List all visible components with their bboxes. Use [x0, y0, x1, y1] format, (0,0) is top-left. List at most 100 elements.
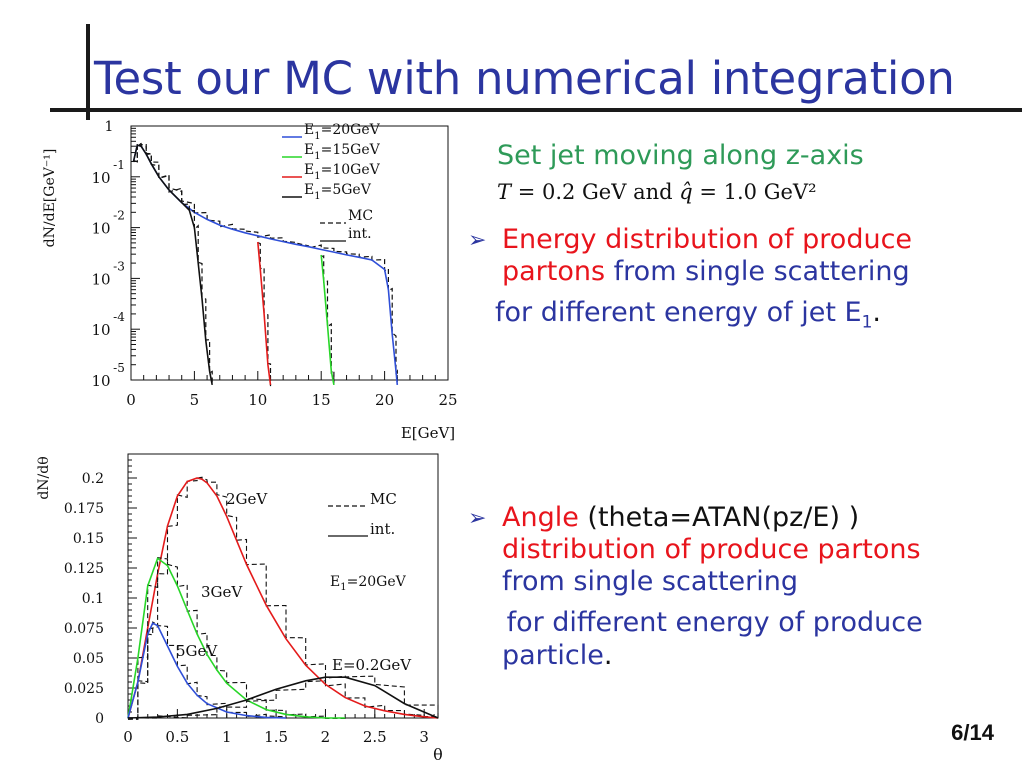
y-tick-label: 0.1 [82, 591, 104, 607]
formula-q-value: = 1.0 GeV² [692, 180, 817, 204]
bullet-arrow-icon: ➢ [468, 506, 487, 531]
formula-t-symbol: T [497, 180, 512, 204]
bullet-angle-blue-c: from single scattering [502, 566, 799, 597]
formula-q-symbol: q̂ [679, 180, 693, 204]
x-tick-label: 15 [312, 391, 331, 409]
y-tick-label: 0.2 [82, 471, 104, 487]
x-axis-title: θ [433, 745, 443, 764]
page-number: 6/14 [951, 720, 994, 745]
int-series-line [127, 622, 287, 719]
bullet-angle-blue-e: particle [502, 640, 604, 671]
y-tick-label: 0.175 [64, 501, 104, 517]
legend-entry: E1=15GeV [304, 142, 381, 162]
mc-series-line [321, 255, 335, 385]
curve-label: E=0.2GeV [332, 656, 412, 674]
x-tick-label: 10 [248, 391, 267, 409]
bullet-angle-line-3: from single scattering [502, 566, 798, 598]
x-axis-title: E[GeV] [401, 424, 455, 442]
y-tick-exponent: -4 [113, 310, 125, 324]
legend-style-label: MC [370, 490, 397, 508]
y-tick-label: 0.125 [64, 561, 104, 577]
y-axis-title: dN/dθ [36, 456, 52, 499]
x-tick-label: 2 [321, 728, 331, 746]
legend-entry: E1=10GeV [304, 162, 381, 182]
int-series-line [127, 477, 439, 719]
energy-annotation: E1=20GeV [330, 574, 407, 593]
bullet-angle-red-a: Angle [502, 502, 579, 533]
bullet-energy-red-a: Energy distribution of produce [502, 224, 913, 255]
bullet-angle-line-1: Angle (theta=ATAN(pz/E) ) [502, 502, 859, 534]
x-tick-label: 0.5 [165, 728, 189, 746]
curve-label: 3GeV [201, 583, 243, 601]
mc-series-line [127, 476, 439, 720]
y-tick-label: 0.025 [64, 681, 104, 697]
bullet-energy-line-1: Energy distribution of produce [502, 224, 912, 256]
y-tick-base: 10 [91, 270, 110, 288]
bullet-energy-line-2: partons from single scattering [502, 256, 910, 288]
legend-style-label: MC [348, 208, 373, 224]
mc-series-line [127, 675, 439, 719]
bullet-energy-blue-b: from single scattering [605, 256, 910, 287]
x-tick-label: 5 [190, 391, 200, 409]
x-tick-label: 1 [222, 728, 232, 746]
legend-entry: E1=20GeV [304, 122, 381, 142]
y-tick-label: 0.05 [73, 651, 104, 667]
y-tick-exponent: -5 [113, 361, 125, 375]
bullet-angle-line-2: distribution of produce partons [502, 534, 921, 566]
legend-style-label: int. [348, 226, 372, 242]
y-tick-label: 1 [105, 119, 114, 135]
y-tick-base: 10 [91, 220, 110, 238]
int-series-line [127, 676, 439, 719]
mc-series-line [133, 142, 398, 385]
bullet-energy-subscript: 1 [861, 312, 873, 333]
bullet-angle-line-5: particle. [502, 640, 612, 672]
int-series-line [257, 241, 272, 386]
mc-series-line [133, 142, 213, 384]
x-tick-label: 20 [375, 391, 394, 409]
y-tick-label: 0 [95, 711, 104, 727]
x-tick-label: 0 [126, 391, 136, 409]
y-tick-exponent: -2 [113, 209, 125, 223]
y-tick-label: 0.075 [64, 621, 104, 637]
y-tick-base: 10 [91, 169, 110, 187]
bullet-energy-line-3: for different energy of jet E1. [495, 297, 881, 338]
mc-series-line [127, 556, 346, 720]
bullet-energy-blue-c: for different energy of jet E [495, 297, 862, 328]
x-tick-label: 25 [438, 391, 457, 409]
angle-distribution-chart: 0 0.5 1 1.5 2 2.5 3 0 0.025 0.05 0.075 0.1 0.125 0.15… [36, 453, 443, 764]
y-tick-label: 0.15 [73, 531, 104, 547]
x-tick-label: 3 [419, 728, 429, 746]
int-series-line [320, 254, 335, 386]
x-tick-label: 2.5 [363, 728, 387, 746]
y-tick-exponent: -3 [113, 259, 125, 273]
bullet-arrow-icon: ➢ [468, 228, 487, 253]
bullet-angle-line-4: for different energy of produce [498, 607, 923, 639]
title-accent-vertical [86, 24, 90, 120]
curve-label: 5GeV [176, 642, 218, 660]
plot-frame [130, 125, 449, 381]
y-tick-base: 10 [91, 372, 110, 390]
setup-line: Set jet moving along z-axis [497, 140, 864, 171]
curve-label: 2GeV [226, 490, 268, 508]
y-tick-base: 10 [91, 321, 110, 339]
parameter-formula: T = 0.2 GeV and q̂ = 1.0 GeV² [497, 180, 817, 204]
int-series-line [127, 557, 346, 719]
mc-series-line [127, 621, 287, 720]
y-axis-title: dN/dE[GeV⁻¹] [42, 149, 58, 248]
bullet-angle-blue-d: for different energy of produce [498, 607, 923, 638]
formula-t-value: = 0.2 GeV and [511, 180, 680, 204]
x-tick-label: 0 [123, 728, 133, 746]
title-accent-rule [50, 108, 1022, 112]
x-tick-label: 1.5 [264, 728, 288, 746]
y-tick-exponent: -1 [113, 158, 125, 172]
bullet-energy-red-b: partons [502, 256, 606, 287]
int-series-line [132, 144, 213, 386]
legend-entry: E1=5GeV [304, 182, 372, 202]
bullet-angle-period: . [603, 640, 613, 671]
energy-distribution-chart: 0 5 10 15 20 25110-110-210-310-410-5E[GeV]dN/… [42, 119, 458, 442]
bullet-angle-black-a: (theta=ATAN(pz/E) ) [578, 502, 860, 533]
bullet-energy-period: . [872, 297, 881, 328]
legend-style-label: int. [370, 520, 395, 538]
bullet-angle-red-b: distribution of produce partons [502, 534, 921, 565]
slide-title: Test our MC with numerical integration [94, 52, 955, 105]
